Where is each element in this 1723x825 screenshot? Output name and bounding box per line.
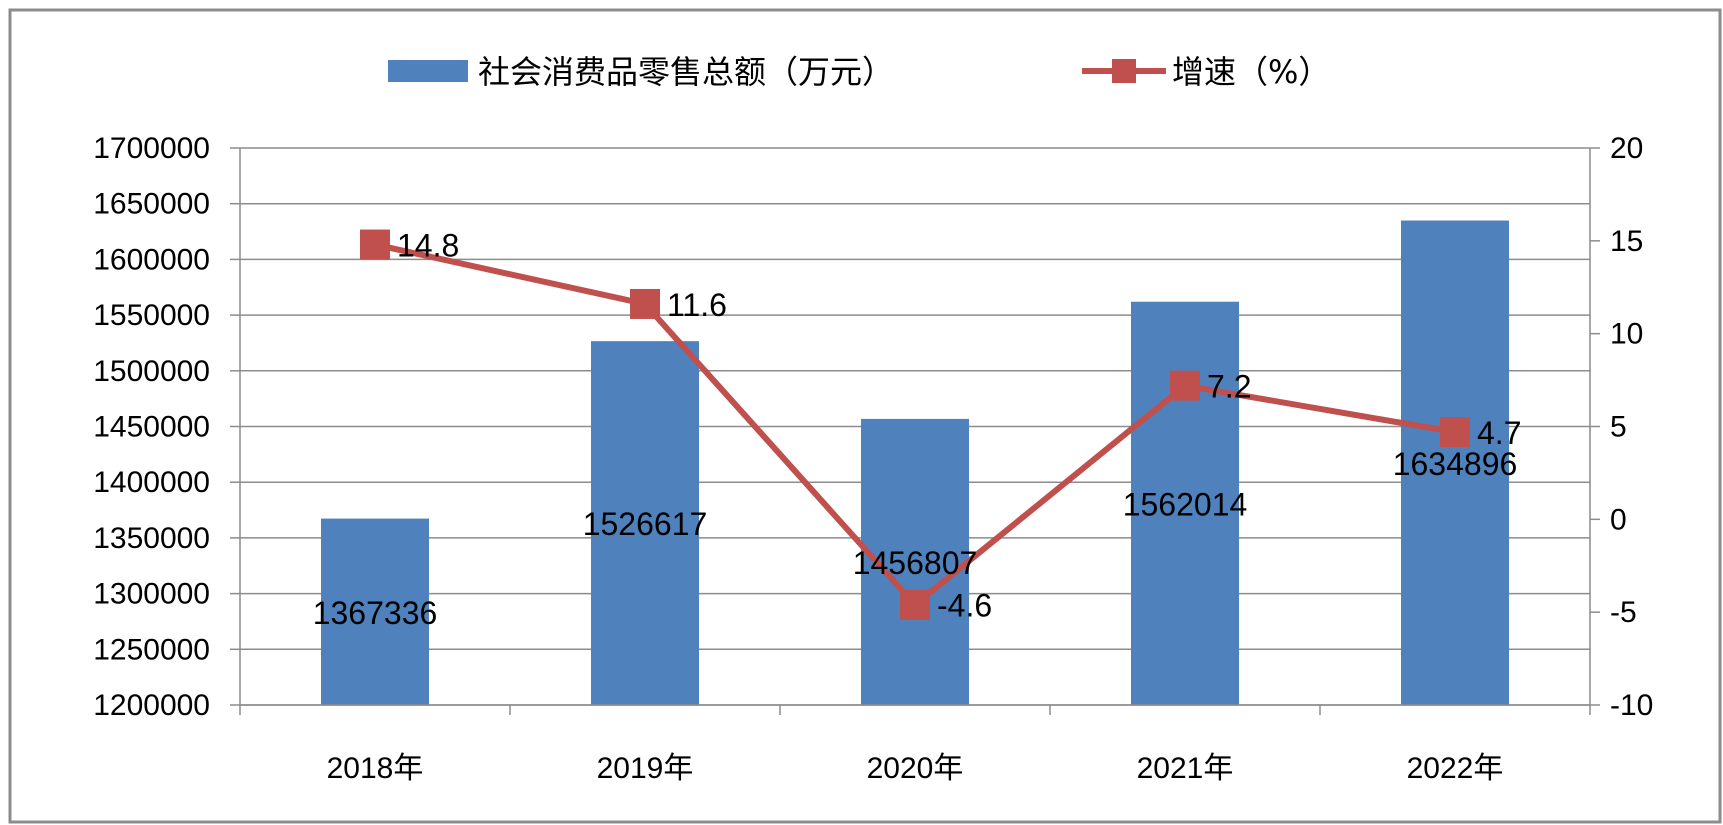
y-right-tick-label: 5 (1610, 411, 1627, 444)
legend-label-line: 增速（%） (1172, 53, 1330, 91)
y-right-tick-label: -10 (1610, 689, 1653, 722)
line-marker (900, 589, 930, 620)
y-left-tick-label: 1450000 (93, 411, 210, 444)
legend-swatch-marker (1112, 59, 1136, 83)
line-value-label: -4.6 (937, 588, 992, 624)
y-left-tick-label: 1600000 (93, 243, 210, 276)
bar (321, 518, 429, 705)
x-tick-label: 2021年 (1137, 752, 1234, 785)
y-left-tick-label: 1500000 (93, 355, 210, 388)
y-right-tick-label: 10 (1610, 318, 1643, 351)
y-left-tick-label: 1250000 (93, 633, 210, 666)
bar-value-label: 1367336 (313, 595, 438, 631)
data-labels: 1367336 1526617 1456807 1562014 1634896 14.8 1… (313, 228, 1522, 631)
line-value-label: 14.8 (397, 228, 459, 264)
y-right-tick-label: -5 (1610, 596, 1637, 629)
bar-value-label: 1562014 (1123, 486, 1248, 522)
bar (1131, 301, 1239, 705)
y-left-tick-label: 1200000 (93, 689, 210, 722)
bar (591, 341, 699, 705)
y-right-tick-label: 20 (1610, 132, 1643, 165)
line-series (360, 229, 1470, 620)
bar-value-label: 1456807 (853, 545, 978, 581)
x-tick-label: 2022年 (1407, 752, 1504, 785)
y-left-tick-label: 1550000 (93, 299, 210, 332)
y-left-tick-label: 1300000 (93, 578, 210, 611)
bar-value-label: 1526617 (583, 506, 708, 542)
x-tick-label: 2019年 (597, 752, 694, 785)
y-right-tick-label: 15 (1610, 225, 1643, 258)
x-tick-label: 2018年 (327, 752, 424, 785)
x-tick-label: 2020年 (867, 752, 964, 785)
line-marker (1170, 370, 1200, 401)
line-marker (360, 229, 390, 260)
y-right-tick-label: 0 (1610, 503, 1627, 536)
legend-label-bar: 社会消费品零售总额（万元） (478, 53, 894, 91)
line-value-label: 11.6 (667, 287, 727, 323)
y-left-tick-label: 1350000 (93, 522, 210, 555)
y-left-tick-label: 1700000 (93, 132, 210, 165)
y-left-tick-label: 1400000 (93, 466, 210, 499)
legend: 社会消费品零售总额（万元） 增速（%） (388, 53, 1330, 91)
bar-value-label: 1634896 (1393, 446, 1518, 482)
line-value-label: 4.7 (1477, 415, 1521, 451)
line-marker (630, 288, 660, 319)
line-marker (1440, 417, 1470, 448)
legend-swatch-bar (388, 60, 468, 82)
axes: 1200000 1250000 1300000 1350000 1400000 14500… (93, 132, 1653, 785)
bar (1401, 220, 1509, 705)
line-value-label: 7.2 (1207, 369, 1251, 405)
y-left-tick-label: 1650000 (93, 188, 210, 221)
